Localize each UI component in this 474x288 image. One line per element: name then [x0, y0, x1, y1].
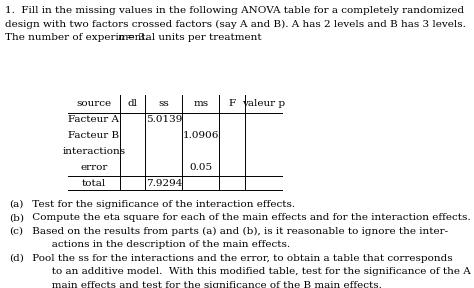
Text: main effects and test for the significance of the B main effects.: main effects and test for the significan…: [29, 281, 382, 288]
Text: valeur p: valeur p: [242, 99, 285, 109]
Text: ss: ss: [158, 99, 169, 109]
Text: Pool the ss for the interactions and the error, to obtain a table that correspon: Pool the ss for the interactions and the…: [29, 254, 453, 263]
Text: (c): (c): [9, 227, 23, 236]
Text: to an additive model.  With this modified table, test for the significance of th: to an additive model. With this modified…: [29, 267, 471, 276]
Text: actions in the description of the main effects.: actions in the description of the main e…: [29, 240, 290, 249]
Text: design with two factors crossed factors (say A and B). A has 2 levels and B has : design with two factors crossed factors …: [5, 20, 466, 29]
Text: Test for the significance of the interaction effects.: Test for the significance of the interac…: [29, 200, 295, 209]
Text: F: F: [228, 99, 236, 109]
Text: Based on the results from parts (a) and (b), is it reasonable to ignore the inte: Based on the results from parts (a) and …: [29, 227, 448, 236]
Text: 5.0139: 5.0139: [146, 115, 182, 124]
Text: source: source: [76, 99, 111, 109]
Text: 0.05: 0.05: [189, 163, 212, 172]
Text: interactions: interactions: [62, 147, 125, 156]
Text: error: error: [80, 163, 108, 172]
Text: (a): (a): [9, 200, 23, 209]
Text: = 3.: = 3.: [122, 33, 147, 42]
Text: (d): (d): [9, 254, 24, 263]
Text: 1.0906: 1.0906: [182, 131, 219, 140]
Text: ms: ms: [193, 99, 209, 109]
Text: 1.  Fill in the missing values in the following ANOVA table for a completely ran: 1. Fill in the missing values in the fol…: [5, 6, 464, 15]
Text: Compute the eta square for each of the main effects and for the interaction effe: Compute the eta square for each of the m…: [29, 213, 471, 222]
Text: 7.9294: 7.9294: [146, 179, 182, 188]
Text: dl: dl: [128, 99, 137, 109]
Text: The number of experimental units per treatment: The number of experimental units per tre…: [5, 33, 265, 42]
Text: n: n: [118, 33, 124, 42]
Text: Facteur A: Facteur A: [68, 115, 119, 124]
Text: (b): (b): [9, 213, 24, 222]
Text: total: total: [82, 179, 106, 188]
Text: Facteur B: Facteur B: [68, 131, 119, 140]
